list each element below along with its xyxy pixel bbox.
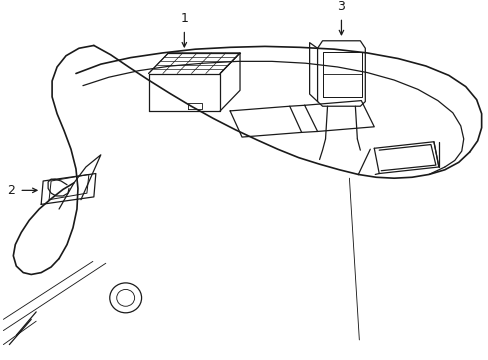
Text: 2: 2 [7, 184, 15, 197]
Text: 3: 3 [337, 0, 345, 13]
Circle shape [109, 283, 142, 313]
Circle shape [117, 289, 134, 306]
Text: 1: 1 [180, 12, 188, 25]
